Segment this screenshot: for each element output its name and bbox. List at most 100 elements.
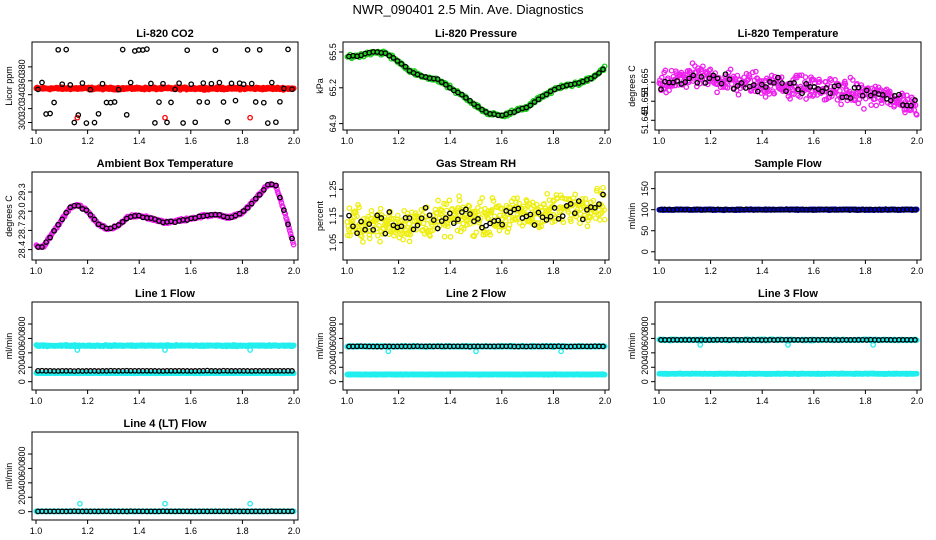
data-point <box>475 103 481 110</box>
data-point <box>584 223 591 230</box>
data-point <box>127 79 134 86</box>
data-point <box>791 80 797 86</box>
data-point <box>828 77 835 84</box>
data-point <box>252 99 259 105</box>
data-point <box>543 217 550 223</box>
data-point <box>658 86 664 93</box>
x-tick-label: 1.4 <box>444 396 457 406</box>
data-point <box>473 229 480 236</box>
data-point <box>256 46 263 53</box>
data-point <box>414 222 421 229</box>
data-point <box>252 195 259 202</box>
data-point <box>156 99 162 105</box>
data-point <box>734 83 741 89</box>
x-tick-label: 1.2 <box>704 266 717 276</box>
y-axis-label: percent <box>315 200 325 231</box>
data-point <box>787 95 793 102</box>
data-point <box>377 205 384 212</box>
data-point <box>444 223 451 230</box>
data-point <box>281 207 287 214</box>
y-tick-label: 400 <box>328 345 338 360</box>
data-point <box>759 78 765 84</box>
data-point <box>571 210 578 217</box>
y-tick-label: 0 <box>328 379 338 384</box>
x-tick-label: 1.2 <box>392 266 405 276</box>
data-point <box>851 97 858 104</box>
data-point <box>560 219 567 226</box>
data-point <box>367 227 374 234</box>
data-point <box>718 80 725 87</box>
data-point <box>683 84 690 90</box>
data-point <box>394 58 401 64</box>
data-point <box>819 88 826 95</box>
data-point <box>706 67 712 74</box>
data-point <box>837 87 843 94</box>
chart-panel: Gas Stream RH1.0 1.2 1.4 1.6 1.8 2.01.051.151… <box>315 158 611 276</box>
data-point <box>274 186 280 192</box>
data-point <box>722 71 729 78</box>
y-tick-label: 360 <box>17 73 27 88</box>
data-point <box>212 47 219 54</box>
data-point <box>601 371 608 378</box>
data-point <box>354 230 360 237</box>
data-point <box>115 86 122 93</box>
y-tick-label: 1.05 <box>328 234 338 252</box>
data-point <box>356 204 362 211</box>
y-tick-label: 50 <box>640 226 650 236</box>
data-point <box>592 204 598 211</box>
data-point <box>690 72 697 79</box>
data-point <box>280 204 286 211</box>
data-point <box>379 231 386 237</box>
data-point <box>286 227 293 234</box>
data-point <box>79 80 86 86</box>
x-tick-label: 1.6 <box>808 266 821 276</box>
data-point <box>447 233 454 240</box>
y-tick-label: 200 <box>328 360 338 375</box>
y-axis-label: Licor ppm <box>4 66 14 106</box>
data-point <box>260 187 267 193</box>
data-point <box>442 215 449 222</box>
data-point <box>47 234 53 241</box>
data-points <box>344 184 608 245</box>
data-point <box>385 217 391 223</box>
x-tick-label: 1.2 <box>392 396 405 406</box>
data-point <box>682 79 689 85</box>
y-tick-label: 600 <box>328 331 338 346</box>
data-point <box>746 74 753 81</box>
y-tick-label: 100 <box>640 202 650 217</box>
data-point <box>398 223 405 230</box>
data-point <box>188 81 195 88</box>
data-point <box>422 204 429 211</box>
data-points <box>656 206 920 214</box>
x-tick-label: 1.8 <box>547 396 560 406</box>
y-tick-label: 800 <box>17 317 27 332</box>
y-axis-label: ml/min <box>315 333 325 360</box>
data-point <box>714 89 720 96</box>
data-point <box>228 80 235 87</box>
x-tick-label: 1.0 <box>653 136 666 146</box>
x-tick-label: 1.0 <box>341 266 354 276</box>
y-axis-label: ml/min <box>4 333 14 360</box>
data-point <box>499 221 506 228</box>
y-tick-label: 51.665 <box>640 68 650 96</box>
data-point <box>83 120 90 126</box>
y-tick-label: 65.2 <box>328 79 338 97</box>
data-point <box>289 86 295 93</box>
data-point <box>778 74 785 81</box>
data-point <box>172 86 178 93</box>
data-point <box>358 218 364 225</box>
data-point <box>283 216 290 223</box>
data-point <box>244 47 251 53</box>
x-tick-label: 1.8 <box>859 136 872 146</box>
x-tick-label: 2.0 <box>599 396 612 406</box>
data-point <box>827 90 834 97</box>
data-point <box>420 220 427 227</box>
data-point <box>277 194 283 201</box>
data-point <box>548 204 555 210</box>
data-point <box>592 73 598 79</box>
data-point <box>370 226 377 233</box>
data-point <box>459 91 465 98</box>
y-tick-label: 300 <box>17 115 27 130</box>
